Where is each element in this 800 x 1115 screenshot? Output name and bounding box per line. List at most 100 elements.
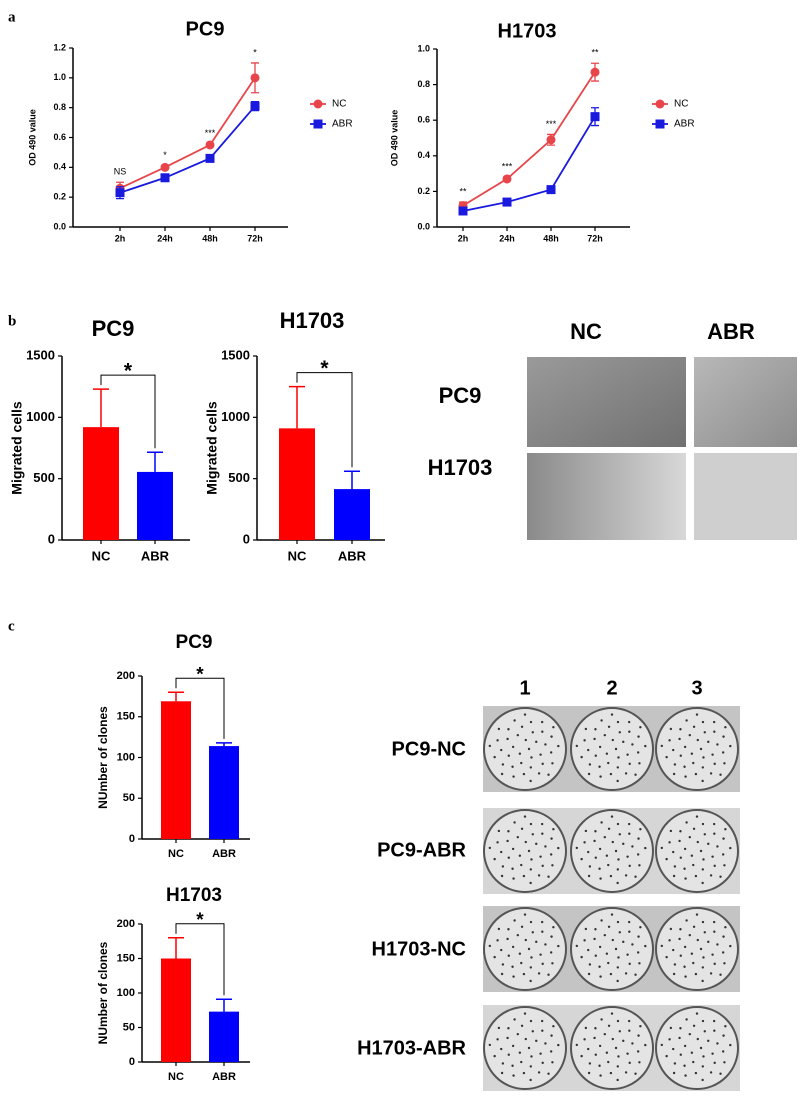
marker xyxy=(590,112,600,122)
colony xyxy=(660,1043,664,1047)
marker xyxy=(546,135,556,145)
x-tick-label: ABR xyxy=(141,548,170,563)
line xyxy=(119,105,256,194)
colony xyxy=(497,829,501,833)
colony xyxy=(511,745,515,749)
colony xyxy=(678,1036,681,1040)
significance-label: * xyxy=(320,357,329,380)
colony xyxy=(541,930,544,933)
panel-label: b xyxy=(8,313,16,329)
colony xyxy=(631,845,634,848)
colony xyxy=(587,1071,591,1075)
colony xyxy=(588,963,592,966)
colony xyxy=(587,850,590,854)
y-tick-label: 0.6 xyxy=(417,115,430,125)
colony xyxy=(587,772,591,776)
colony xyxy=(692,725,696,728)
colony xyxy=(703,833,706,836)
colony xyxy=(610,815,614,818)
colony xyxy=(541,1029,544,1032)
colony xyxy=(701,1019,705,1023)
colony xyxy=(639,926,642,929)
colony xyxy=(624,772,628,775)
colony xyxy=(701,1078,704,1082)
colony xyxy=(507,830,510,833)
colony xyxy=(685,719,688,722)
y-tick-label: 0.2 xyxy=(417,186,430,196)
colony xyxy=(701,868,705,871)
colony xyxy=(598,867,601,870)
significance-label: ** xyxy=(459,186,467,196)
colony xyxy=(522,1071,526,1075)
colony xyxy=(672,772,676,776)
colony xyxy=(634,773,637,776)
colony xyxy=(493,1054,496,1058)
significance-bracket xyxy=(175,677,225,739)
well xyxy=(570,907,654,991)
colony xyxy=(702,956,705,959)
colony xyxy=(547,1072,550,1075)
colony xyxy=(587,948,590,952)
colony xyxy=(702,756,705,759)
colony xyxy=(707,740,710,744)
colony xyxy=(723,962,726,965)
colony xyxy=(544,743,547,746)
colony xyxy=(500,1047,503,1051)
colony xyxy=(506,839,509,843)
significance-label: NS xyxy=(114,167,127,177)
x-tick-label: ABR xyxy=(212,1071,236,1083)
colony xyxy=(724,726,727,729)
x-tick-label: 24h xyxy=(499,233,515,243)
colony xyxy=(549,951,553,954)
colony xyxy=(660,846,664,850)
y-tick-label: 50 xyxy=(123,792,135,804)
colony xyxy=(605,854,609,857)
x-tick-label: NC xyxy=(288,548,307,563)
colony xyxy=(599,775,602,778)
colony xyxy=(701,720,705,724)
colony xyxy=(707,1039,710,1043)
colony xyxy=(622,740,625,744)
colony xyxy=(575,744,579,748)
colony xyxy=(696,938,699,942)
colony xyxy=(672,1071,676,1075)
colony xyxy=(703,931,706,934)
colony xyxy=(665,1054,668,1058)
colony xyxy=(609,772,613,776)
y-axis-label: OD 490 value xyxy=(27,109,37,166)
colony xyxy=(529,1065,533,1068)
colony xyxy=(616,766,620,769)
colony xyxy=(634,875,637,878)
colony xyxy=(709,1071,713,1074)
colony xyxy=(716,943,719,946)
colony xyxy=(537,874,541,877)
colony xyxy=(638,1061,641,1064)
image-column-label: 1 xyxy=(519,677,530,699)
colony xyxy=(614,947,618,951)
y-tick-label: 0.0 xyxy=(417,221,430,231)
colony xyxy=(500,850,503,854)
colony xyxy=(701,966,705,969)
colony xyxy=(616,920,620,924)
colony xyxy=(685,919,688,922)
colony xyxy=(607,725,611,728)
colony xyxy=(722,935,725,938)
x-tick-label: 48h xyxy=(202,233,218,243)
colony xyxy=(678,937,681,941)
colony xyxy=(588,865,592,868)
colony xyxy=(524,938,527,942)
legend-marker xyxy=(655,119,665,129)
colony xyxy=(729,1043,732,1047)
image-row-label: PC9-ABR xyxy=(377,839,466,861)
colony xyxy=(611,1037,614,1041)
colony xyxy=(688,733,692,737)
colony xyxy=(598,765,601,768)
colony xyxy=(709,972,713,975)
colony xyxy=(600,719,603,722)
colony xyxy=(539,753,542,756)
colony xyxy=(692,761,695,765)
colony xyxy=(607,1024,611,1027)
colony xyxy=(683,965,686,968)
colony xyxy=(516,933,520,937)
colony xyxy=(512,1074,515,1077)
